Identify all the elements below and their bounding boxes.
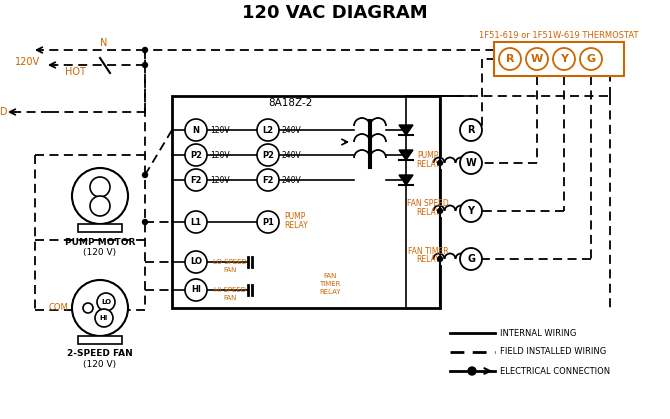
Circle shape bbox=[460, 200, 482, 222]
Circle shape bbox=[460, 248, 482, 270]
Text: RELAY: RELAY bbox=[284, 220, 308, 230]
Text: N: N bbox=[192, 126, 200, 134]
Circle shape bbox=[438, 160, 442, 166]
Circle shape bbox=[185, 144, 207, 166]
Text: HI SPEED: HI SPEED bbox=[214, 287, 246, 293]
Circle shape bbox=[72, 280, 128, 336]
Text: GND: GND bbox=[0, 107, 8, 117]
Polygon shape bbox=[399, 175, 413, 185]
Bar bbox=[431, 157, 469, 169]
Text: 120V: 120V bbox=[15, 57, 40, 67]
Text: 120V: 120V bbox=[210, 176, 230, 184]
Text: ELECTRICAL CONNECTION: ELECTRICAL CONNECTION bbox=[500, 367, 610, 375]
Text: 240V: 240V bbox=[282, 126, 302, 134]
Circle shape bbox=[143, 173, 147, 178]
Text: 1F51-619 or 1F51W-619 THERMOSTAT: 1F51-619 or 1F51W-619 THERMOSTAT bbox=[479, 31, 639, 39]
Circle shape bbox=[143, 220, 147, 225]
Text: R: R bbox=[467, 125, 475, 135]
Circle shape bbox=[468, 367, 476, 375]
Text: TIMER: TIMER bbox=[320, 281, 340, 287]
Text: (120 V): (120 V) bbox=[84, 248, 117, 256]
Text: W: W bbox=[466, 158, 476, 168]
Text: N: N bbox=[100, 38, 108, 48]
Circle shape bbox=[257, 119, 279, 141]
Circle shape bbox=[97, 293, 115, 311]
Circle shape bbox=[185, 169, 207, 191]
Text: 240V: 240V bbox=[282, 176, 302, 184]
Text: RELAY: RELAY bbox=[416, 207, 440, 217]
Text: (120 V): (120 V) bbox=[84, 360, 117, 368]
Circle shape bbox=[438, 209, 442, 214]
Text: FAN TIMER: FAN TIMER bbox=[407, 246, 448, 256]
Polygon shape bbox=[399, 125, 413, 135]
Text: FIELD INSTALLED WIRING: FIELD INSTALLED WIRING bbox=[500, 347, 606, 357]
Bar bbox=[494, 42, 624, 76]
Text: PUMP: PUMP bbox=[284, 212, 306, 220]
Circle shape bbox=[72, 168, 128, 224]
Text: 120V: 120V bbox=[210, 150, 230, 160]
Circle shape bbox=[499, 48, 521, 70]
Text: P2: P2 bbox=[190, 150, 202, 160]
Text: P2: P2 bbox=[262, 150, 274, 160]
Text: INTERNAL WIRING: INTERNAL WIRING bbox=[500, 328, 576, 337]
Text: Y: Y bbox=[468, 206, 474, 216]
Circle shape bbox=[580, 48, 602, 70]
Text: LO: LO bbox=[190, 258, 202, 266]
Circle shape bbox=[185, 119, 207, 141]
Text: LO SPEED: LO SPEED bbox=[213, 259, 247, 265]
Polygon shape bbox=[399, 150, 413, 160]
Circle shape bbox=[257, 169, 279, 191]
Text: RELAY: RELAY bbox=[416, 256, 440, 264]
Circle shape bbox=[257, 211, 279, 233]
Circle shape bbox=[257, 144, 279, 166]
Text: FAN: FAN bbox=[223, 267, 237, 273]
Bar bbox=[431, 205, 469, 217]
Text: RELAY: RELAY bbox=[416, 160, 440, 168]
Circle shape bbox=[95, 309, 113, 327]
Text: R: R bbox=[506, 54, 515, 64]
Text: RELAY: RELAY bbox=[319, 289, 341, 295]
Text: 8A18Z-2: 8A18Z-2 bbox=[268, 98, 312, 108]
Circle shape bbox=[438, 256, 442, 261]
Text: 240V: 240V bbox=[282, 150, 302, 160]
Text: P1: P1 bbox=[262, 217, 274, 227]
Bar bbox=[78, 336, 122, 344]
Circle shape bbox=[526, 48, 548, 70]
Bar bbox=[78, 224, 122, 232]
Text: PUMP: PUMP bbox=[417, 150, 439, 160]
Text: W: W bbox=[531, 54, 543, 64]
Circle shape bbox=[460, 152, 482, 174]
Circle shape bbox=[143, 62, 147, 67]
Text: HOT: HOT bbox=[65, 67, 86, 77]
Text: LO: LO bbox=[101, 299, 111, 305]
Circle shape bbox=[185, 211, 207, 233]
Text: Y: Y bbox=[560, 54, 568, 64]
Bar bbox=[431, 253, 469, 265]
Circle shape bbox=[185, 251, 207, 273]
Text: HI: HI bbox=[100, 315, 108, 321]
Bar bbox=[172, 96, 440, 308]
Text: F2: F2 bbox=[262, 176, 274, 184]
Text: HI: HI bbox=[191, 285, 201, 295]
Text: 120V: 120V bbox=[210, 126, 230, 134]
Text: G: G bbox=[586, 54, 596, 64]
Text: PUMP MOTOR: PUMP MOTOR bbox=[65, 238, 135, 246]
Text: COM: COM bbox=[48, 303, 68, 313]
Text: 120 VAC DIAGRAM: 120 VAC DIAGRAM bbox=[242, 4, 428, 22]
Circle shape bbox=[185, 279, 207, 301]
Circle shape bbox=[460, 119, 482, 141]
Text: 2-SPEED FAN: 2-SPEED FAN bbox=[67, 349, 133, 359]
Circle shape bbox=[83, 303, 93, 313]
Text: FAN: FAN bbox=[324, 273, 337, 279]
Text: FAN: FAN bbox=[223, 295, 237, 301]
Text: F2: F2 bbox=[190, 176, 202, 184]
Text: G: G bbox=[467, 254, 475, 264]
Circle shape bbox=[90, 196, 110, 216]
Circle shape bbox=[143, 47, 147, 52]
Text: L2: L2 bbox=[263, 126, 273, 134]
Circle shape bbox=[90, 177, 110, 197]
Text: FAN SPEED: FAN SPEED bbox=[407, 199, 449, 207]
Text: L1: L1 bbox=[190, 217, 202, 227]
Circle shape bbox=[553, 48, 575, 70]
